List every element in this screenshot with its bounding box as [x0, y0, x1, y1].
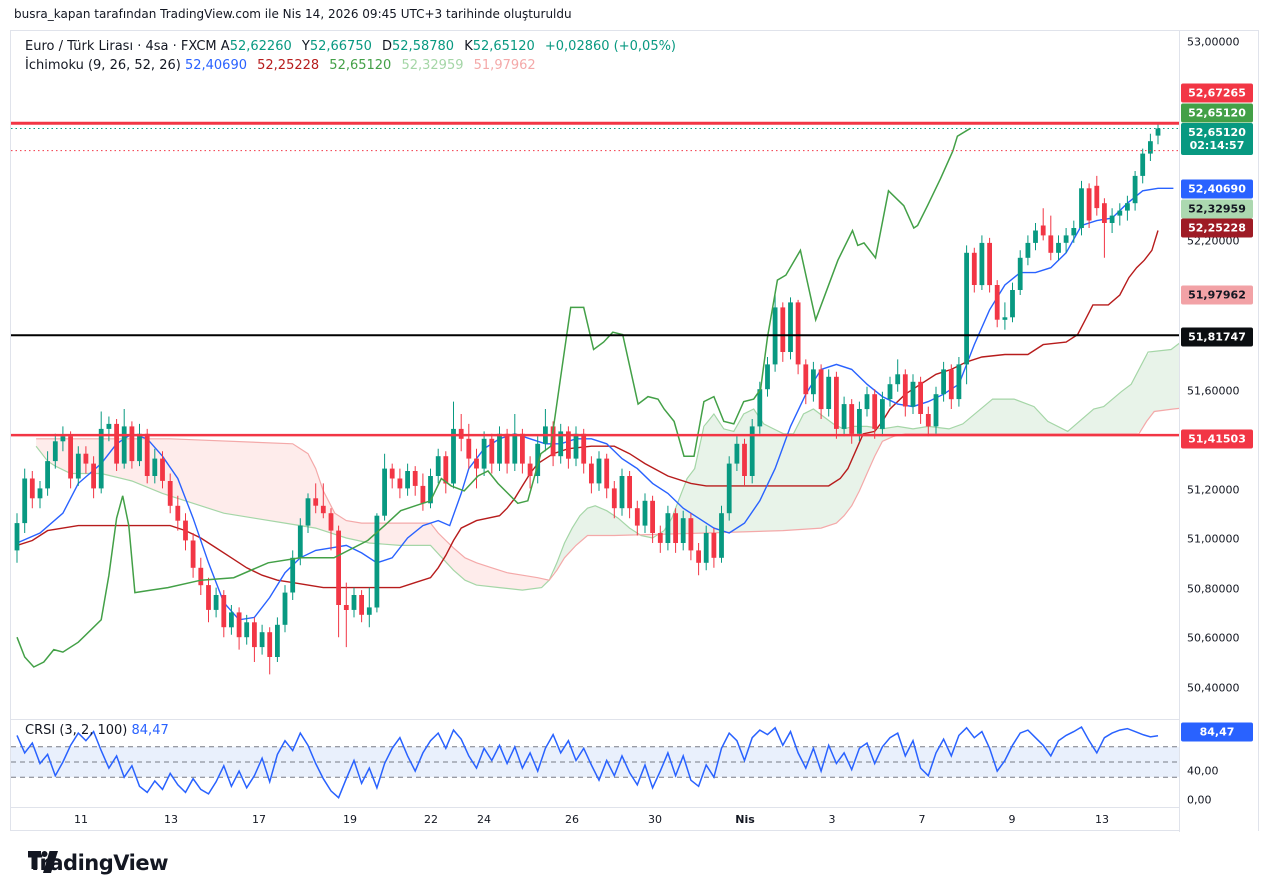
- price-level-label: 52,32959: [1181, 199, 1253, 219]
- price-axis-tick: 53,00000: [1187, 35, 1240, 49]
- price-level-label: 52,67265: [1181, 83, 1253, 103]
- time-axis-tick: 17: [252, 813, 266, 826]
- ohlc-close: K52,65120: [464, 39, 535, 54]
- crsi-legend: CRSI (3, 2, 100) 84,47: [25, 723, 169, 738]
- crsi-params: (3, 2, 100): [59, 723, 128, 738]
- senkou-b-line: [36, 406, 1191, 581]
- chart-svg: [11, 121, 1196, 799]
- time-axis-tick: 30: [648, 813, 662, 826]
- tradingview-logo-icon: [28, 851, 58, 873]
- time-axis-tick: 24: [477, 813, 491, 826]
- price-axis-tick: 40,00: [1187, 764, 1219, 778]
- price-axis[interactable]: 53,00000 52,20000 51,60000 51,20000 51,00000…: [1179, 31, 1258, 832]
- chikou-line: [16, 127, 971, 668]
- ohlc-low: D52,58780: [382, 39, 455, 54]
- ichimoku-senkou-a-value: 52,32959: [401, 58, 464, 73]
- tradingview-logo[interactable]: TradingView: [28, 851, 168, 875]
- price-level-label: 51,81747: [1181, 327, 1253, 347]
- candle-wicks-up: [16, 124, 1159, 662]
- ichimoku-params: (9, 26, 52, 26): [87, 58, 181, 73]
- candle-wicks-down: [31, 175, 1105, 675]
- ichimoku-kijun-value: 52,25228: [257, 58, 320, 73]
- crsi-value: 84,47: [131, 723, 169, 738]
- crsi-pane[interactable]: [11, 725, 1191, 799]
- ichimoku-row: İchimoku (9, 26, 52, 26) 52,40690 52,252…: [25, 57, 682, 75]
- price-axis-tick: 51,00000: [1187, 532, 1240, 546]
- ichimoku-cloud: [553, 506, 644, 575]
- attribution-text: busra_kapan tarafından TradingView.com i…: [14, 7, 572, 21]
- ohlc-high: Y52,66750: [301, 39, 372, 54]
- ichimoku-senkou-b-value: 51,97962: [473, 58, 536, 73]
- senkou-a-line: [35, 316, 1191, 591]
- price-level-label: 52,40690: [1181, 179, 1253, 199]
- separator: ·: [137, 39, 142, 54]
- crsi-line: [16, 725, 1159, 799]
- time-axis-tick: 3: [828, 813, 836, 826]
- current-price-label: 52,65120 02:14:57: [1181, 123, 1253, 155]
- time-axis-tick: Nis: [735, 813, 755, 826]
- price-level-label: 52,25228: [1181, 218, 1253, 238]
- chart-area[interactable]: Euro / Türk Lirası · 4sa · FXCM A52,6226…: [10, 30, 1259, 832]
- price-axis-tick: 51,60000: [1187, 384, 1240, 398]
- separator: ·: [172, 39, 177, 54]
- symbol-exchange: FXCM: [180, 39, 217, 54]
- time-axis-tick: 22: [424, 813, 438, 826]
- time-axis[interactable]: 1113171922242630Nis3791315: [11, 807, 1194, 832]
- price-axis-tick: 0,00: [1187, 793, 1212, 807]
- price-axis-tick: 50,40000: [1187, 681, 1240, 695]
- ichimoku-chikou-value: 52,65120: [329, 58, 392, 73]
- symbol-interval[interactable]: 4sa: [145, 39, 169, 54]
- price-axis-tick: 52,20000: [1187, 234, 1240, 248]
- price-level-label: 51,97962: [1181, 285, 1253, 305]
- time-axis-tick: 11: [74, 813, 88, 826]
- time-axis-tick: 19: [343, 813, 357, 826]
- candles[interactable]: [14, 128, 1161, 658]
- price-axis-tick: 50,60000: [1187, 631, 1240, 645]
- kijun-line: [16, 230, 1159, 589]
- symbol-title[interactable]: Euro / Türk Lirası: [25, 39, 134, 54]
- symbol-legend: Euro / Türk Lirası · 4sa · FXCM A52,6226…: [25, 38, 682, 76]
- ohlc-open: A52,62260: [220, 39, 292, 54]
- ichimoku-cloud: [36, 438, 554, 590]
- ichimoku-tenkan-value: 52,40690: [184, 58, 247, 73]
- main-pane[interactable]: [11, 121, 1196, 675]
- time-axis-tick: 13: [164, 813, 178, 826]
- countdown-timer: 02:14:57: [1189, 139, 1245, 152]
- price-axis-tick: 51,20000: [1187, 483, 1240, 497]
- time-axis-tick: 13: [1095, 813, 1109, 826]
- price-level-label: 52,65120: [1181, 103, 1253, 123]
- symbol-row: Euro / Türk Lirası · 4sa · FXCM A52,6226…: [25, 38, 682, 56]
- pane-separator[interactable]: [11, 719, 1191, 720]
- time-axis-tick: 7: [918, 813, 926, 826]
- ichimoku-name[interactable]: İchimoku: [25, 58, 84, 73]
- price-level-label: 84,47: [1181, 722, 1253, 742]
- crsi-name[interactable]: CRSI: [25, 723, 56, 738]
- price-axis-tick: 50,80000: [1187, 582, 1240, 596]
- time-axis-tick: 26: [565, 813, 579, 826]
- price-level-label: 51,41503: [1181, 429, 1253, 449]
- time-axis-tick: 9: [1008, 813, 1016, 826]
- change-value: +0,02860 (+0,05%): [544, 39, 677, 54]
